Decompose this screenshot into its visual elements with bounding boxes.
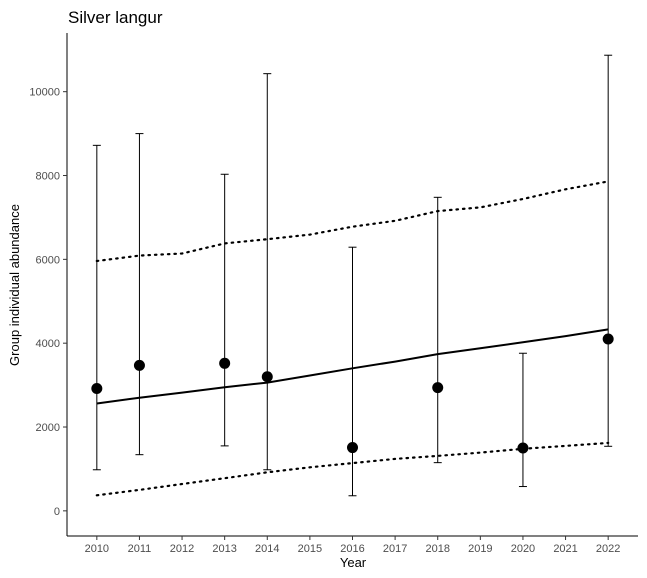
data-point — [91, 382, 103, 394]
plot-area — [91, 54, 614, 497]
y-tick-label: 8000 — [36, 171, 60, 183]
data-point — [133, 359, 145, 371]
data-point — [602, 333, 614, 345]
x-tick-label: 2012 — [170, 543, 194, 555]
x-tick-label: 2014 — [255, 543, 279, 555]
x-tick-label: 2015 — [298, 543, 322, 555]
chart-title: Silver langur — [68, 8, 163, 27]
x-tick-label: 2021 — [553, 543, 577, 555]
data-point — [347, 442, 358, 454]
y-tick-label: 2000 — [36, 422, 60, 434]
y-axis-ticks: 0 2000 4000 6000 8000 10000 — [29, 87, 67, 518]
y-tick-label: 6000 — [36, 254, 60, 266]
x-tick-label: 2013 — [212, 543, 236, 555]
y-axis-label: Group individual abundance — [7, 204, 22, 366]
x-axis-ticks: 2010 2011 2012 2013 2014 2015 2016 2017 2018 2019… — [85, 536, 620, 555]
x-tick-label: 2019 — [468, 543, 492, 555]
data-point — [219, 357, 231, 369]
upper-interval — [95, 180, 610, 263]
y-tick-label: 10000 — [29, 87, 60, 99]
x-tick-label: 2018 — [425, 543, 449, 555]
x-tick-label: 2020 — [511, 543, 535, 555]
y-tick-label: 4000 — [36, 338, 60, 350]
x-tick-label: 2016 — [340, 543, 364, 555]
y-tick-label: 0 — [54, 506, 60, 518]
data-point — [432, 382, 444, 394]
x-tick-label: 2010 — [85, 543, 109, 555]
data-point — [517, 442, 529, 454]
x-tick-label: 2011 — [128, 543, 152, 555]
x-tick-label: 2017 — [383, 543, 407, 555]
data-point — [261, 371, 273, 383]
x-tick-label: 2022 — [596, 543, 620, 555]
x-axis-label: Year — [340, 555, 367, 570]
